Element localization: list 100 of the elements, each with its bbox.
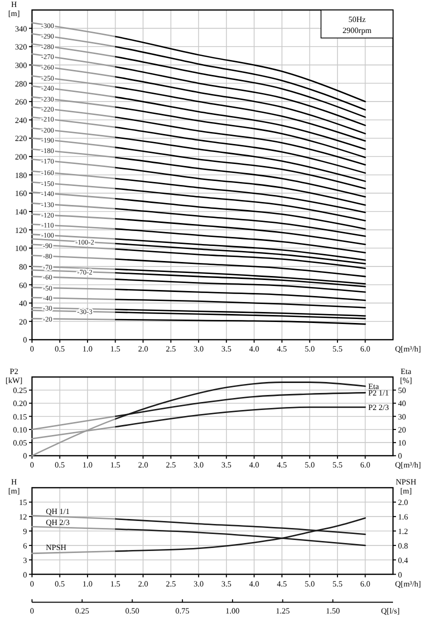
x2-tick-label: 1.00 bbox=[226, 606, 240, 616]
y2-axis-title: Eta [%] bbox=[400, 367, 412, 385]
x-tick-label: 1.0 bbox=[82, 460, 93, 470]
x-tick-label: 0 bbox=[30, 460, 34, 470]
y-tick-label: 120 bbox=[15, 226, 27, 235]
y-tick-label: 9 bbox=[23, 527, 27, 536]
x-tick-label: 2.0 bbox=[138, 460, 148, 470]
x2-tick-label: 0.25 bbox=[75, 606, 90, 616]
x2-tick-label: 1.25 bbox=[276, 606, 290, 616]
x-tick-label: 2.0 bbox=[138, 344, 148, 354]
y2-tick-label: 0.4 bbox=[398, 556, 408, 565]
x-tick-label: 2.0 bbox=[138, 579, 148, 588]
x2-tick-label: 0.75 bbox=[175, 606, 190, 616]
x-tick-label: 1.5 bbox=[110, 579, 120, 588]
x-tick-label: 0.5 bbox=[54, 344, 65, 354]
x-tick-label: 1.5 bbox=[110, 344, 120, 354]
y-tick-label: 240 bbox=[15, 116, 27, 125]
x-tick-label: 5.5 bbox=[332, 344, 342, 354]
y-tick-label: 0 bbox=[23, 570, 27, 580]
x-tick-label: 1.0 bbox=[82, 344, 93, 354]
y-tick-label: 0.20 bbox=[13, 399, 27, 408]
y2-tick-label: 0 bbox=[398, 570, 402, 580]
x-tick-label: 3.5 bbox=[221, 460, 232, 470]
series-label: NPSH bbox=[46, 543, 67, 552]
x-tick-label: 4.5 bbox=[276, 460, 287, 470]
annotation: 2900rpm bbox=[342, 26, 372, 35]
y-axis-title: H [m] bbox=[8, 478, 20, 496]
x-tick-label: 2.5 bbox=[166, 344, 176, 354]
y2-tick-label: 30 bbox=[398, 412, 406, 422]
x-tick-label: 6.0 bbox=[360, 460, 370, 470]
x2-tick-label: 1.50 bbox=[326, 606, 340, 616]
x-tick-label: 6.0 bbox=[360, 579, 370, 588]
x2-axis-title: Q[l/s] bbox=[381, 606, 400, 616]
x-tick-label: 5.5 bbox=[332, 460, 342, 470]
series-label: QH 1/1 bbox=[46, 507, 70, 516]
x-tick-label: 4.0 bbox=[249, 460, 260, 470]
x-tick-label: 1.0 bbox=[82, 579, 93, 588]
y-tick-label: 340 bbox=[15, 24, 27, 34]
y-tick-label: 200 bbox=[15, 152, 27, 162]
x-tick-label: 6.0 bbox=[360, 344, 370, 354]
y2-tick-label: 20 bbox=[398, 425, 406, 434]
y2-tick-label: 10 bbox=[398, 438, 406, 448]
x-tick-label: 0 bbox=[30, 579, 34, 588]
series-label: P2 2/3 bbox=[368, 403, 389, 412]
y-tick-label: 260 bbox=[15, 98, 27, 107]
y-tick-label: 80 bbox=[19, 262, 27, 272]
y-tick-label: 180 bbox=[15, 170, 27, 180]
y-tick-label: 0.15 bbox=[13, 412, 27, 422]
y-tick-label: 0 bbox=[23, 452, 27, 461]
y2-tick-label: 1.2 bbox=[398, 527, 408, 536]
x-tick-label: 2.5 bbox=[166, 579, 176, 588]
y-axis-title: H [m] bbox=[8, 0, 20, 18]
x-tick-label: 4.5 bbox=[276, 579, 287, 588]
x-tick-label: 5.5 bbox=[332, 579, 342, 588]
x-tick-label: 5.0 bbox=[304, 460, 315, 470]
x-tick-label: 0.5 bbox=[54, 460, 65, 470]
y-tick-label: 0.05 bbox=[13, 438, 27, 448]
x-tick-label: 0 bbox=[30, 344, 34, 354]
y-tick-label: 60 bbox=[19, 280, 27, 290]
y-tick-label: 160 bbox=[15, 189, 27, 198]
y-tick-label: 20 bbox=[19, 317, 27, 326]
x-tick-label: 3.0 bbox=[194, 344, 204, 354]
y-tick-label: 220 bbox=[15, 134, 27, 144]
annotation: 50Hz bbox=[348, 15, 366, 24]
x-tick-label: 2.5 bbox=[166, 460, 176, 470]
y-tick-label: 0.25 bbox=[13, 386, 27, 396]
x-tick-label: 5.0 bbox=[304, 344, 315, 354]
y-tick-label: 280 bbox=[15, 79, 27, 88]
y-axis-title: P2 [kW] bbox=[6, 367, 23, 385]
x-axis-title: Q[m³/h] bbox=[395, 579, 422, 588]
series-label: Eta bbox=[368, 382, 380, 392]
x-tick-label: 4.0 bbox=[249, 579, 260, 588]
y-tick-label: 320 bbox=[15, 42, 27, 52]
y-tick-label: 300 bbox=[15, 60, 27, 70]
x2-tick-label: 0 bbox=[30, 606, 34, 616]
y-tick-label: 0.10 bbox=[13, 425, 27, 434]
series-label: QH 2/3 bbox=[46, 518, 70, 527]
x-axis-title: Q[m³/h] bbox=[395, 344, 422, 354]
x2-tick-label: 0.50 bbox=[125, 606, 140, 616]
y-tick-label: 100 bbox=[15, 244, 27, 254]
y2-tick-label: 2.0 bbox=[398, 498, 408, 508]
y-tick-label: 6 bbox=[23, 541, 27, 550]
y2-tick-label: 0 bbox=[398, 452, 402, 461]
x-tick-label: 5.0 bbox=[304, 579, 315, 588]
y-tick-label: 140 bbox=[15, 207, 27, 216]
x-tick-label: 0.5 bbox=[54, 579, 65, 588]
x-tick-label: 3.5 bbox=[221, 344, 232, 354]
x-axis-title: Q[m³/h] bbox=[395, 460, 422, 470]
y2-tick-label: 40 bbox=[398, 399, 406, 408]
x-tick-label: 4.0 bbox=[249, 344, 260, 354]
y2-axis-title: NPSH [m] bbox=[396, 478, 416, 496]
y-tick-label: 3 bbox=[23, 556, 27, 565]
x-tick-label: 3.0 bbox=[194, 460, 204, 470]
x-tick-label: 4.5 bbox=[276, 344, 287, 354]
y2-tick-label: 1.6 bbox=[398, 512, 408, 522]
x-tick-label: 3.5 bbox=[221, 579, 232, 588]
y-tick-label: 0 bbox=[23, 336, 27, 345]
y2-tick-label: 0.8 bbox=[398, 541, 408, 550]
y2-tick-label: 50 bbox=[398, 386, 406, 396]
series-label: P2 1/1 bbox=[368, 388, 389, 398]
